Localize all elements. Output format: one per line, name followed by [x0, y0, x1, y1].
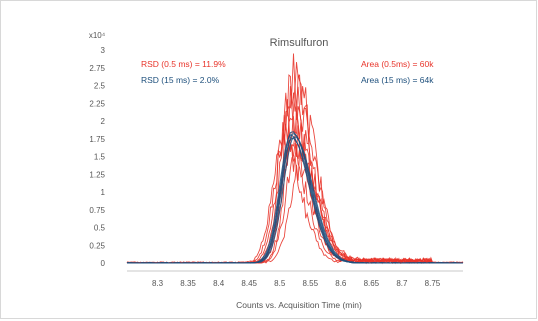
series-line-15ms [127, 137, 463, 264]
y-tick-label: 2 [101, 117, 106, 126]
y-tick-label: 2.75 [89, 64, 105, 73]
x-tick-label: 8.7 [396, 279, 408, 288]
x-tick-label: 8.45 [241, 279, 257, 288]
x-tick-label: 8.5 [274, 279, 286, 288]
chart-title: Rimsulfuron [270, 37, 329, 49]
x-tick-label: 8.75 [425, 279, 441, 288]
x-tick-label: 8.55 [302, 279, 318, 288]
y-tick-label: 1.5 [94, 153, 106, 162]
y-tick-label: 1.25 [89, 170, 105, 179]
annotation-area-05ms: Area (0.5ms) = 60k [361, 59, 434, 69]
series-line-05ms [126, 125, 463, 265]
annotation-rsd-05ms: RSD (0.5 ms) = 11.9% [141, 59, 226, 69]
series-line-05ms [126, 74, 464, 264]
x-tick-label: 8.4 [213, 279, 225, 288]
series-lines [126, 53, 464, 265]
x-tick-label: 8.6 [335, 279, 347, 288]
x-tick-label: 8.3 [152, 279, 164, 288]
series-line-05ms [127, 144, 464, 264]
y-tick-label: 0 [101, 259, 106, 268]
x-tick-label: 8.65 [364, 279, 380, 288]
series-line-15ms [126, 133, 464, 264]
series-line-05ms [126, 152, 464, 265]
series-line-05ms [126, 86, 464, 264]
series-line-15ms [127, 131, 463, 264]
y-tick-label: 2.5 [94, 82, 106, 91]
y-tick-label: 2.25 [89, 99, 105, 108]
series-line-05ms [126, 74, 464, 265]
annotation-rsd-15ms: RSD (15 ms) = 2.0% [141, 75, 220, 85]
x-axis-label: Counts vs. Acquisition Time (min) [236, 300, 362, 310]
y-tick-label: 0.75 [89, 206, 105, 215]
y-tick-labels: 0 0.25 0.5 0.75 1 1.25 1.5 1.75 2 2.25 2.5 2.75 3 [89, 46, 105, 268]
y-tick-label: 1.75 [89, 135, 105, 144]
y-tick-label: 0.25 [89, 241, 105, 250]
y-tick-label: 0.5 [94, 224, 106, 233]
x-tick-label: 8.35 [180, 279, 196, 288]
y-tick-label: 3 [101, 46, 106, 55]
y-multiplier-label: x10⁴ [89, 31, 106, 40]
y-tick-label: 1 [101, 188, 106, 197]
x-tick-labels: 8.3 8.35 8.4 8.45 8.5 8.55 8.6 8.65 8.7 8.75 [152, 279, 441, 288]
annotation-area-15ms: Area (15 ms) = 64k [361, 75, 434, 85]
